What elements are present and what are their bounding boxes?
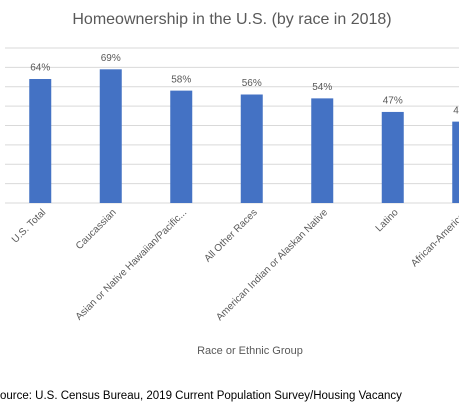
bar — [170, 90, 193, 203]
value-label: 42% — [453, 105, 459, 116]
value-label: 47% — [383, 96, 403, 107]
x-tick-label: All Other Races — [202, 207, 259, 264]
x-tick-label: African-American — [409, 207, 459, 269]
x-tick-label: Latino — [374, 207, 401, 234]
x-tick-label: Asian or Native Hawaiian/Pacific... — [74, 207, 189, 322]
bar — [311, 98, 334, 203]
value-label: 54% — [312, 82, 332, 93]
value-label: 56% — [242, 78, 262, 89]
value-label: 64% — [30, 63, 50, 74]
bar — [381, 111, 404, 203]
x-tick-label: Caucassian — [74, 207, 119, 252]
x-tick-label: U.S. Total — [10, 207, 48, 245]
bar — [99, 69, 122, 203]
x-tick-label: American Indian or Alaskan Native — [214, 207, 330, 323]
bar — [452, 121, 459, 203]
value-label: 58% — [171, 74, 191, 85]
bar — [29, 79, 52, 203]
chart-title: Homeownership in the U.S. (by race in 20… — [72, 11, 391, 28]
x-axis-title: Race or Ethnic Group — [197, 345, 303, 357]
bar — [240, 94, 263, 203]
value-label: 69% — [101, 53, 121, 64]
source-note: ource: U.S. Census Bureau, 2019 Current … — [0, 390, 402, 402]
